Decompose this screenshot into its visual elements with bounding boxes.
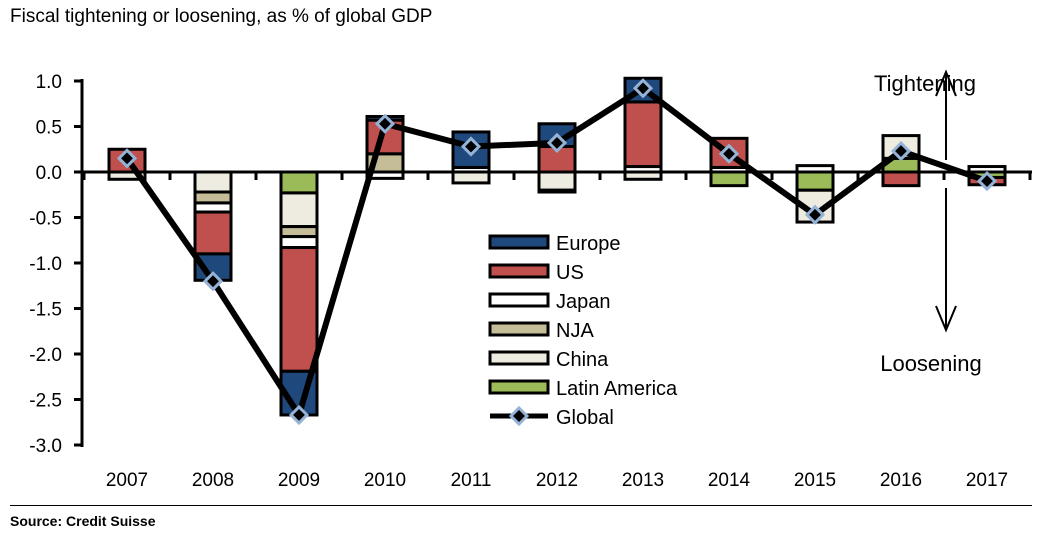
source-note: Source: Credit Suisse	[10, 513, 156, 529]
bar-us-2008	[193, 210, 233, 256]
divider	[10, 505, 1032, 506]
legend-label: Global	[556, 407, 614, 429]
legend-label: NJA	[556, 320, 594, 342]
loosening-arrowhead	[935, 305, 957, 333]
bar-china-2009	[279, 191, 319, 229]
y-tick-label: 0.0	[36, 163, 62, 184]
bar-latin-america-2009	[279, 170, 319, 195]
y-tick-label: 0.5	[36, 118, 62, 139]
bar-us-2013	[623, 100, 663, 169]
x-tick-label: 2017	[966, 470, 1008, 491]
x-tick-label: 2010	[364, 470, 406, 491]
y-tick-label: -1.0	[29, 254, 62, 275]
global-marker-2016	[890, 140, 912, 162]
legend-label: Europe	[556, 233, 621, 255]
y-tick-label: 1.0	[36, 72, 62, 93]
bar-china-2011	[451, 170, 491, 185]
global-marker-2010	[374, 113, 396, 134]
global-marker-2008	[202, 271, 224, 292]
y-tick-label: -3.0	[29, 436, 62, 457]
global-marker-2011	[460, 136, 482, 157]
tightening-label: Tightening	[874, 71, 976, 96]
legend-swatch-europe	[488, 234, 550, 250]
bar-latin-america-2014	[709, 170, 749, 188]
legend-swatch-nja	[488, 321, 550, 337]
bar-us-2016	[881, 170, 921, 188]
loosening-label: Loosening	[880, 351, 982, 376]
legend-swatch-japan	[488, 292, 550, 308]
legend-marker-global	[508, 405, 530, 427]
bar-china-2008	[193, 170, 233, 194]
chart-title: Fiscal tightening or loosening, as % of …	[10, 6, 433, 27]
y-tick-label: -1.5	[29, 300, 62, 321]
x-tick-label: 2014	[708, 470, 751, 491]
global-marker-2017	[976, 170, 998, 192]
x-tick-label: 2008	[192, 470, 234, 491]
legend-label: US	[556, 262, 584, 284]
global-marker-2014	[718, 143, 740, 164]
x-tick-label: 2015	[794, 470, 836, 491]
x-tick-label: 2016	[880, 470, 922, 491]
legend-swatch-latin-america	[488, 379, 550, 395]
y-tick-label: -0.5	[29, 209, 62, 230]
bar-europe-2008	[193, 252, 233, 282]
legend-swatch-china	[488, 350, 550, 366]
global-marker-2012	[546, 132, 568, 154]
bar-japan-2009	[279, 235, 319, 250]
global-marker-2009	[288, 404, 310, 426]
bar-us-2009	[279, 246, 319, 373]
bar-nja-2009	[279, 225, 319, 239]
x-tick-label: 2011	[451, 470, 492, 491]
legend-label: Latin America	[556, 378, 678, 400]
tightening-arrowhead	[935, 69, 957, 97]
x-tick-label: 2007	[106, 470, 148, 491]
global-marker-2013	[632, 78, 654, 99]
x-tick-label: 2012	[536, 470, 578, 491]
bar-latin-america-2015	[795, 170, 835, 192]
bar-japan-2012	[537, 188, 577, 194]
global-marker-2015	[804, 204, 826, 225]
legend-label: China	[556, 349, 609, 371]
legend-swatch-us	[488, 263, 550, 279]
legend-label: Japan	[556, 291, 611, 313]
y-tick-label: -2.5	[29, 391, 62, 412]
x-tick-label: 2009	[278, 470, 320, 491]
bar-nja-2008	[193, 190, 233, 205]
x-tick-label: 2013	[622, 470, 664, 491]
bar-china-2012	[537, 170, 577, 192]
y-tick-label: -2.0	[29, 345, 62, 366]
global-marker-2007	[116, 148, 138, 169]
